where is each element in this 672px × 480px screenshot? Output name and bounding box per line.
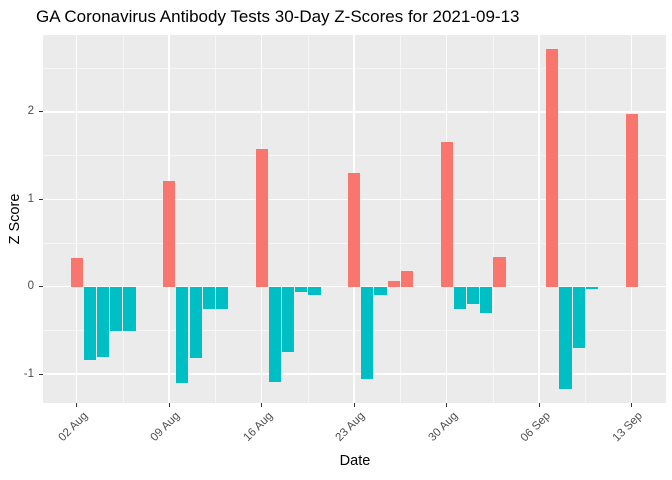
x-tick-mark (446, 403, 448, 407)
bar (97, 286, 110, 357)
x-tick-mark (353, 403, 355, 407)
bar (123, 286, 136, 332)
bar (625, 113, 638, 287)
plot-panel (43, 35, 666, 403)
bar (83, 286, 96, 361)
bar (387, 281, 400, 287)
gridline-minor (585, 35, 586, 403)
bar (163, 180, 176, 287)
y-tick-mark (39, 373, 43, 375)
y-tick-label: 0 (27, 280, 34, 293)
bar (189, 286, 202, 359)
bar (176, 286, 189, 383)
x-tick-label: 13 Sep (610, 410, 646, 445)
x-tick-label: 23 Aug (333, 410, 368, 444)
x-tick-label: 16 Aug (241, 410, 276, 444)
bar (585, 286, 599, 290)
x-tick-mark (261, 403, 263, 407)
bar (361, 286, 374, 380)
bar (559, 286, 572, 389)
bar (295, 286, 308, 292)
x-tick-label: 02 Aug (56, 410, 91, 444)
gridline-minor (492, 35, 494, 403)
y-tick-label: 2 (27, 105, 34, 118)
gridline-minor (400, 35, 401, 403)
y-tick-mark (39, 286, 43, 288)
x-tick-label: 06 Sep (518, 410, 553, 445)
x-tick-mark (631, 403, 633, 407)
bar (215, 286, 229, 309)
bar (400, 271, 414, 287)
x-tick-mark (76, 403, 78, 407)
bar (348, 173, 361, 287)
bar (453, 286, 466, 310)
bar (202, 286, 215, 309)
bar (110, 286, 123, 332)
bar (493, 257, 506, 287)
bar (70, 257, 83, 287)
x-tick-label: 30 Aug (426, 410, 461, 444)
y-tick-label: 1 (27, 192, 34, 205)
y-tick-label: -1 (23, 367, 34, 380)
chart-title: GA Coronavirus Antibody Tests 30-Day Z-S… (36, 7, 520, 26)
gridline-major (538, 35, 540, 403)
x-axis-title: Date (339, 453, 371, 469)
gridline-minor (122, 35, 124, 403)
gridline-minor (307, 35, 309, 403)
bar (282, 286, 295, 353)
bar (440, 141, 453, 287)
x-tick-mark (168, 403, 170, 407)
gridline-minor (215, 35, 216, 403)
bar (572, 286, 585, 348)
bar (268, 286, 281, 382)
bar (374, 286, 387, 295)
bar (546, 48, 559, 287)
y-tick-mark (39, 198, 43, 200)
bar (308, 286, 321, 296)
bar (466, 286, 480, 305)
x-tick-label: 09 Aug (148, 410, 183, 444)
gridline-major (75, 35, 78, 403)
bar (255, 148, 268, 287)
bar (480, 286, 493, 313)
x-tick-mark (538, 403, 540, 407)
y-tick-mark (39, 111, 43, 113)
